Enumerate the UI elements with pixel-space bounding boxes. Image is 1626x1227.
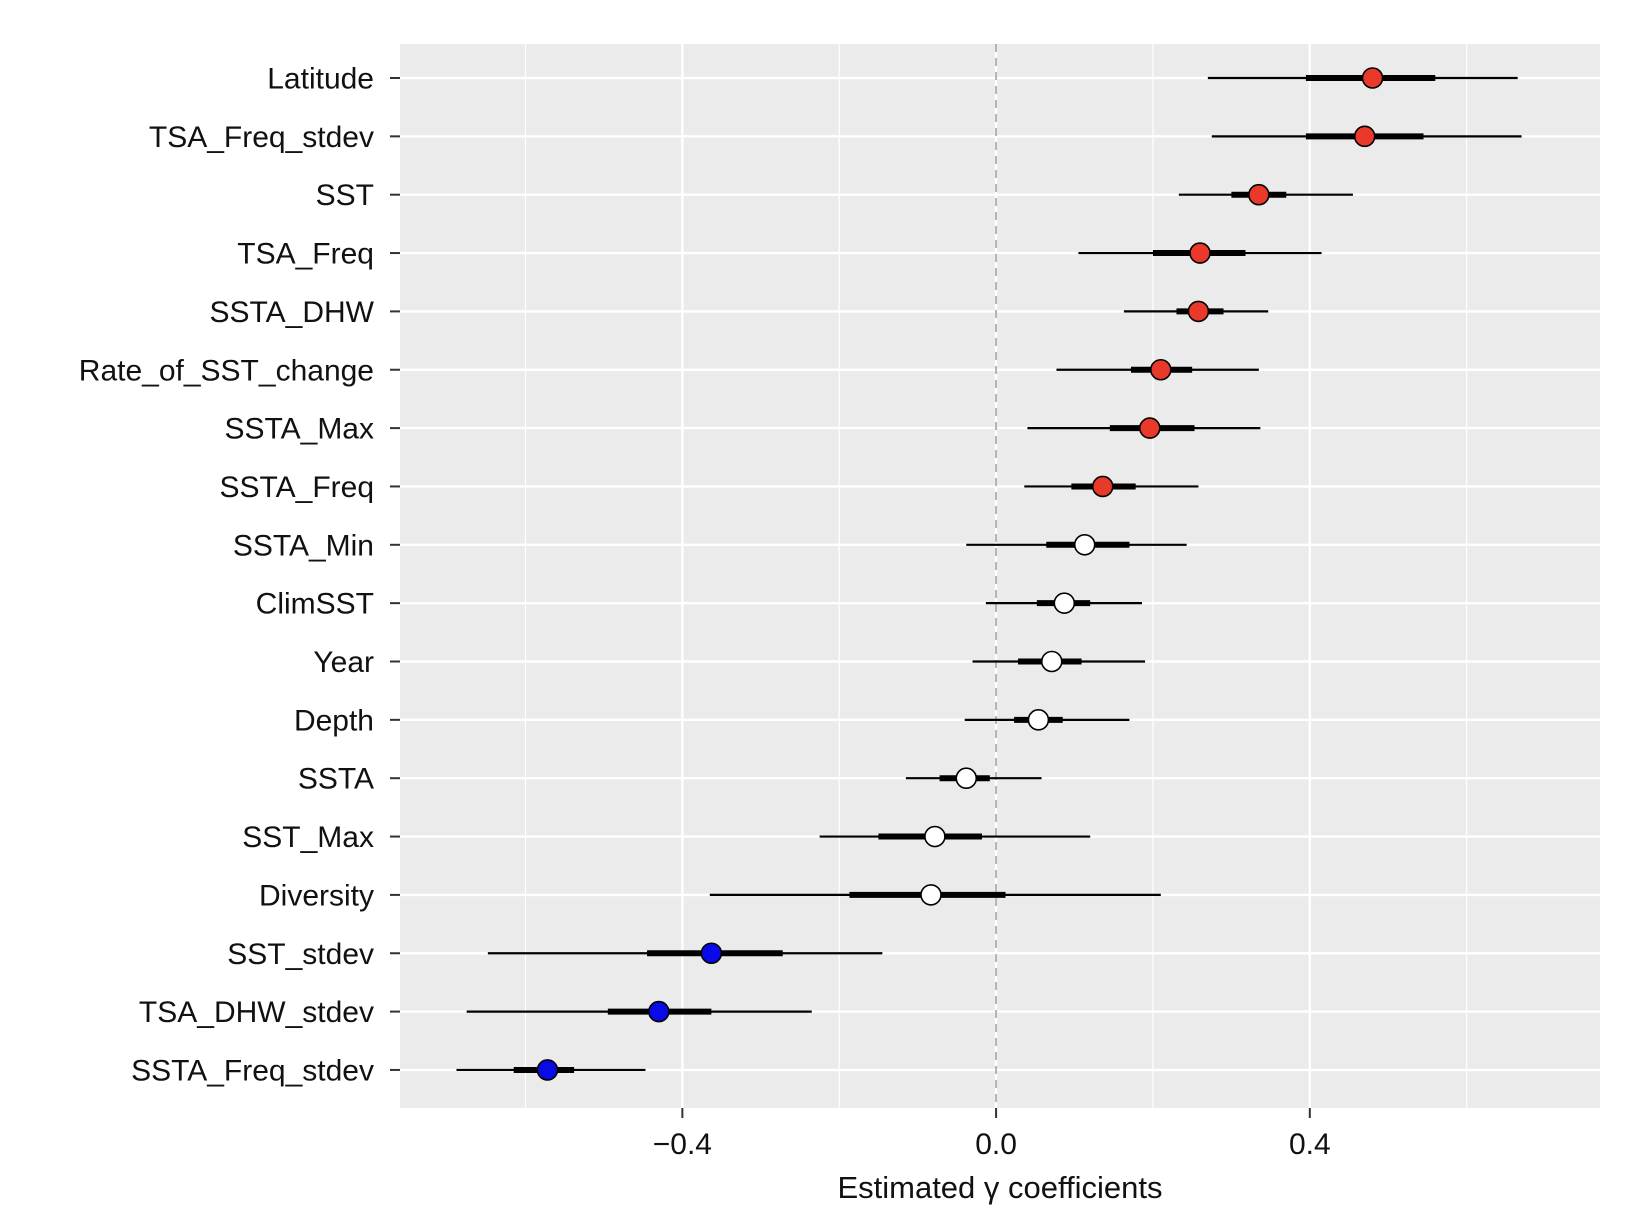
y-tick-label: SST — [316, 179, 374, 212]
estimate-point — [1053, 592, 1076, 614]
y-tick-label: TSA_Freq_stdev — [149, 121, 374, 154]
y-tick-label: SSTA — [298, 763, 374, 796]
coefficient-row — [1027, 417, 1261, 439]
estimate-point — [700, 942, 723, 965]
estimate-point — [1073, 533, 1096, 556]
x-tick-label: 0.0 — [975, 1128, 1017, 1161]
y-tick-label: Latitude — [267, 63, 374, 96]
estimate-point — [1248, 183, 1270, 206]
estimate-point — [1187, 300, 1210, 323]
y-tick-label: TSA_Freq — [237, 238, 374, 271]
coefficient-row — [456, 1059, 646, 1081]
estimate-point — [648, 1000, 670, 1023]
marks-layer — [456, 67, 1522, 1081]
coefficient-row — [709, 884, 1161, 906]
estimate-point — [536, 1059, 559, 1081]
y-tick-label: SSTA_Max — [225, 413, 375, 446]
estimate-point — [920, 884, 942, 906]
coefficient-row — [1178, 183, 1353, 206]
y-tick-label: SST_Max — [242, 821, 374, 854]
y-tick-label: SSTA_Freq — [220, 471, 375, 504]
y-tick-label: TSA_DHW_stdev — [139, 996, 374, 1029]
x-axis: −0.4 0.0 0.4 — [653, 1108, 1331, 1161]
coefficient-row — [1207, 67, 1518, 89]
y-tick-label: Diversity — [259, 879, 374, 912]
x-tick-label: 0.4 — [1289, 1128, 1331, 1161]
plot-panel — [400, 44, 1600, 1108]
coefficient-row — [1024, 475, 1199, 498]
coefficient-row — [966, 533, 1187, 556]
coefficient-row — [1056, 358, 1259, 381]
estimate-point — [1091, 475, 1114, 498]
y-tick-label: Depth — [294, 704, 374, 737]
y-axis-labels: Latitude TSA_Freq_stdev SST TSA_Freq SSTA_DH… — [79, 63, 400, 1087]
coefficient-row — [964, 709, 1130, 731]
estimate-point — [1361, 67, 1384, 89]
estimate-point — [1189, 242, 1211, 264]
y-tick-label: SST_stdev — [227, 938, 374, 971]
coefficient-row — [1123, 300, 1269, 323]
y-tick-label: SSTA_Freq_stdev — [131, 1054, 374, 1087]
y-tick-label: ClimSST — [256, 588, 374, 621]
y-tick-label: Rate_of_SST_change — [79, 354, 374, 387]
estimate-point — [924, 825, 946, 848]
y-tick-label: Year — [313, 646, 374, 679]
coefficient-row — [1211, 125, 1522, 148]
coefficient-row — [972, 650, 1146, 673]
estimate-point — [1149, 358, 1172, 381]
coefficient-row — [985, 592, 1142, 614]
coefficient-row — [466, 1000, 812, 1023]
x-axis-title: Estimated γ coefficients — [837, 1170, 1162, 1205]
y-tick-label: SSTA_DHW — [210, 296, 375, 329]
coefficient-row — [487, 942, 883, 965]
estimate-point — [1027, 709, 1050, 731]
estimate-point — [955, 767, 978, 790]
x-tick-label: −0.4 — [653, 1128, 712, 1161]
estimate-point — [1139, 417, 1161, 439]
estimate-point — [1040, 650, 1063, 673]
coefficient-row — [905, 767, 1042, 790]
coefficient-row — [1078, 242, 1322, 264]
coefficient-row — [819, 825, 1091, 848]
y-tick-label: SSTA_Min — [233, 529, 374, 562]
estimate-point — [1353, 125, 1376, 148]
